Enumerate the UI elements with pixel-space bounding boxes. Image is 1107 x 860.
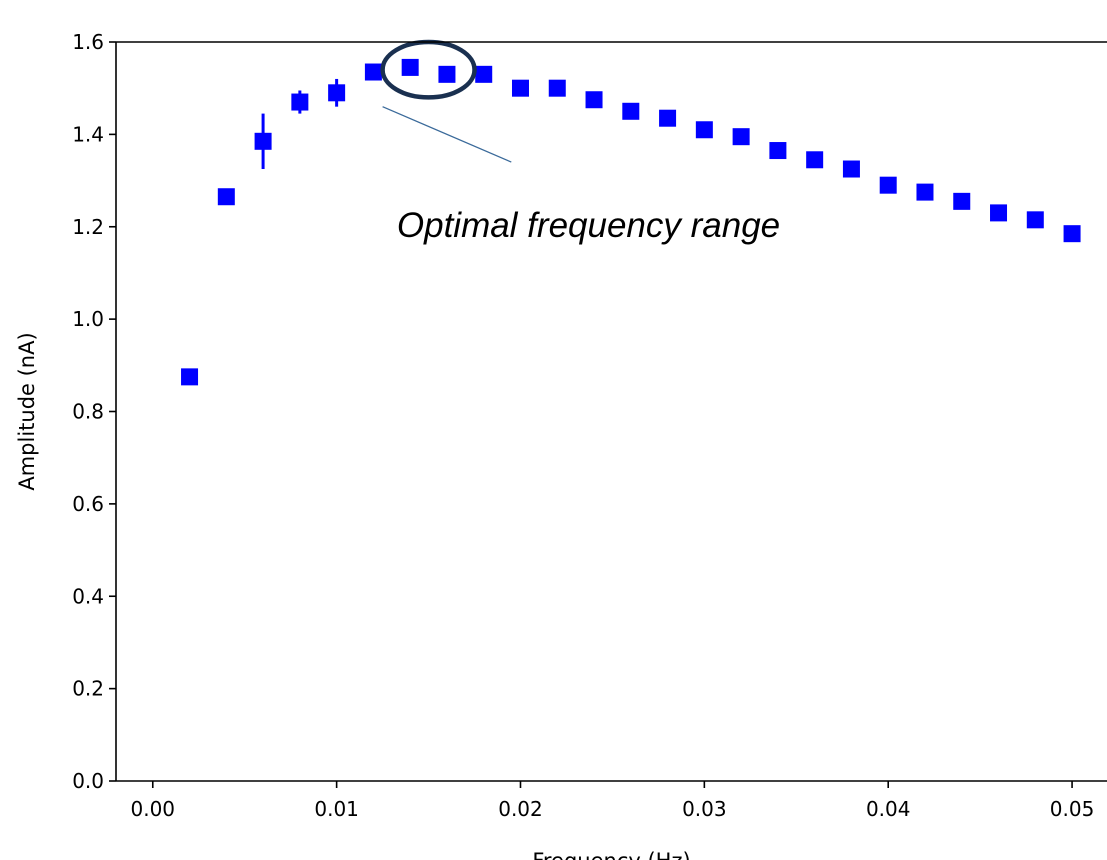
y-tick-label: 1.0 — [72, 307, 104, 331]
highlight-ellipse — [383, 42, 475, 97]
data-point — [733, 128, 750, 145]
data-point — [1064, 225, 1081, 242]
data-point — [475, 66, 492, 83]
data-point — [916, 184, 933, 201]
data-point — [990, 204, 1007, 221]
data-point — [769, 142, 786, 159]
data-point — [218, 188, 235, 205]
data-point — [438, 66, 455, 83]
data-point — [622, 103, 639, 120]
x-tick-label: 0.02 — [498, 797, 543, 821]
annotation-text: Optimal frequency range — [397, 206, 780, 245]
y-tick-label: 0.0 — [72, 769, 104, 793]
y-tick-label: 1.6 — [72, 30, 104, 54]
data-point — [843, 161, 860, 178]
data-point — [365, 64, 382, 81]
data-point — [512, 80, 529, 97]
x-tick-label: 0.03 — [682, 797, 727, 821]
y-axis-label: Amplitude (nA) — [15, 332, 39, 490]
y-tick-label: 1.2 — [72, 215, 104, 239]
x-tick-label: 0.05 — [1050, 797, 1095, 821]
axes: 0.00 0.01 0.02 0.03 0.04 0.05 0.0 0.2 0.4 0.6 0.8 1… — [72, 30, 1107, 821]
data-point — [806, 151, 823, 168]
data-point — [659, 110, 676, 127]
data-point — [1027, 211, 1044, 228]
data-point — [291, 94, 308, 111]
y-tick-label: 0.4 — [72, 584, 104, 608]
data-point — [586, 91, 603, 108]
y-tick-label: 0.2 — [72, 677, 104, 701]
x-tick-label: 0.04 — [866, 797, 911, 821]
data-point — [696, 121, 713, 138]
data-point — [328, 84, 345, 101]
y-tick-label: 0.8 — [72, 400, 104, 424]
data-point — [402, 59, 419, 76]
x-tick-label: 0.01 — [314, 797, 359, 821]
y-tick-label: 1.4 — [72, 122, 104, 146]
x-tick-label: 0.00 — [131, 797, 176, 821]
data-point — [549, 80, 566, 97]
data-point — [255, 133, 272, 150]
y-tick-label: 0.6 — [72, 492, 104, 516]
data-point — [181, 368, 198, 385]
data-point — [953, 193, 970, 210]
annotation-pointer-line — [383, 107, 512, 162]
data-point — [880, 177, 897, 194]
x-axis-label: Frequency (Hz) — [532, 849, 690, 860]
